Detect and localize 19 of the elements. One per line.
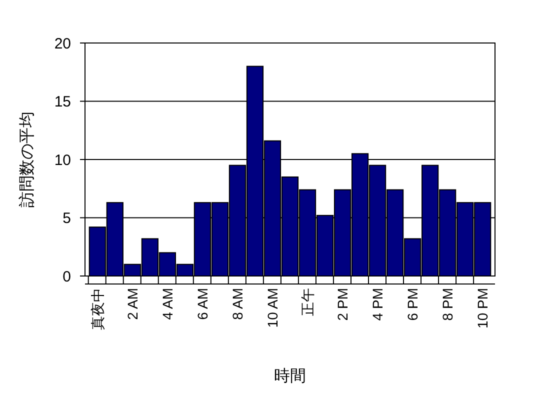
x-tick-label: 正午 — [299, 288, 316, 316]
x-tick-label: 真夜中 — [89, 288, 106, 330]
x-axis-title: 時間 — [274, 367, 306, 385]
x-tick-label: 10 AM — [264, 288, 280, 328]
x-tick-label: 2 AM — [124, 288, 140, 320]
x-tick-label: 4 AM — [159, 288, 176, 320]
x-tick-label: 6 AM — [194, 288, 210, 320]
x-tick-label: 10 PM — [474, 288, 490, 328]
y-tick-label: 15 — [54, 94, 71, 110]
y-tick-label: 20 — [54, 35, 71, 52]
x-tick-label: 4 PM — [369, 288, 386, 321]
x-tick-label: 8 AM — [229, 288, 246, 320]
x-tick-label: 8 PM — [439, 288, 456, 321]
y-tick-label: 0 — [62, 268, 71, 286]
x-tick-label: 2 PM — [334, 288, 350, 321]
y-axis-title: 訪問数の平均 — [18, 112, 36, 208]
y-tick-label: 10 — [54, 152, 71, 169]
y-tick-label: 5 — [62, 210, 71, 227]
x-tick-label: 6 PM — [404, 288, 420, 321]
